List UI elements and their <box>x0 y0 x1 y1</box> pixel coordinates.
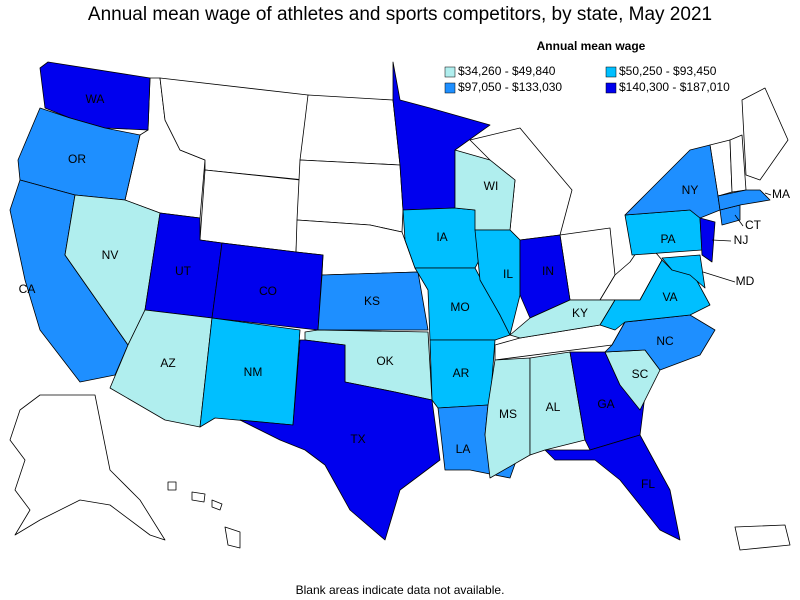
state-shape <box>299 94 401 166</box>
state-shape <box>529 351 586 456</box>
state-shape <box>741 87 789 181</box>
states: WAORCANVUTCOAZNMKSOKTXMNIAMOARLAWIILINKY… <box>9 61 790 541</box>
map-title: Annual mean wage of athletes and sports … <box>88 4 712 25</box>
state-label: KS <box>364 294 380 308</box>
state-label: WI <box>484 179 499 193</box>
state-shape <box>717 189 771 211</box>
state-label: LA <box>456 442 471 456</box>
state-label: FL <box>641 477 655 491</box>
legend-swatch <box>444 66 456 78</box>
state-shape <box>9 394 166 541</box>
legend-title: Annual mean wage <box>537 39 646 53</box>
legend-label: $34,260 - $49,840 <box>458 64 556 78</box>
state-shape <box>191 491 206 503</box>
state-label: AL <box>546 400 561 414</box>
state-shape <box>199 169 301 253</box>
legend-label: $97,050 - $133,030 <box>458 80 562 94</box>
state-label: GA <box>597 397 614 411</box>
state-label: VA <box>662 290 677 304</box>
state-shape <box>211 499 223 511</box>
state-shape <box>729 134 747 193</box>
state-label: TX <box>350 432 365 446</box>
state-shape <box>624 144 721 219</box>
state-shape <box>414 267 511 341</box>
state-shape <box>509 299 616 339</box>
state-shape <box>167 481 177 491</box>
legend-swatch <box>605 82 617 94</box>
state-shape <box>661 254 706 289</box>
legend-swatch <box>444 82 456 94</box>
state-label: SC <box>632 367 649 381</box>
state-label: KY <box>572 306 588 320</box>
state-shape <box>544 434 681 541</box>
state-label: NV <box>102 248 119 262</box>
state-label: CT <box>745 218 762 232</box>
state-label: MA <box>772 187 790 201</box>
state-label: WA <box>86 92 105 106</box>
leader-line <box>734 214 744 227</box>
state-label: MS <box>499 407 517 421</box>
state-label: OK <box>376 354 393 368</box>
leader-line <box>764 192 772 196</box>
state-shape <box>699 217 716 263</box>
legend-label: $140,300 - $187,010 <box>619 80 730 94</box>
state-label: IA <box>436 230 447 244</box>
state-shape <box>239 339 441 541</box>
state-label: IL <box>503 267 513 281</box>
state-label: UT <box>175 264 192 278</box>
legend-swatch <box>605 66 617 78</box>
state-label: MD <box>736 274 755 288</box>
state-shape <box>224 526 241 549</box>
state-label: OR <box>68 152 86 166</box>
state-label: PA <box>660 232 675 246</box>
state-shape <box>474 229 521 336</box>
state-label: AZ <box>160 356 175 370</box>
state-label: NC <box>656 334 674 348</box>
state-label: NM <box>244 365 263 379</box>
state-shape <box>317 271 429 331</box>
state-label: CO <box>259 284 277 298</box>
legend: Annual mean wage $34,260 - $49,840 $50,25… <box>444 39 730 94</box>
blank-states <box>9 77 791 551</box>
state-label: CA <box>19 282 36 296</box>
footnote: Blank areas indicate data not available. <box>296 583 505 597</box>
legend-label: $50,250 - $93,450 <box>619 64 717 78</box>
leader-line <box>702 271 736 283</box>
state-label: AR <box>453 366 470 380</box>
state-shape <box>734 524 791 551</box>
state-label: IN <box>542 264 554 278</box>
state-label: NJ <box>734 233 749 247</box>
leader-line <box>711 239 732 242</box>
state-label: MO <box>450 300 469 314</box>
state-label: NY <box>682 183 699 197</box>
